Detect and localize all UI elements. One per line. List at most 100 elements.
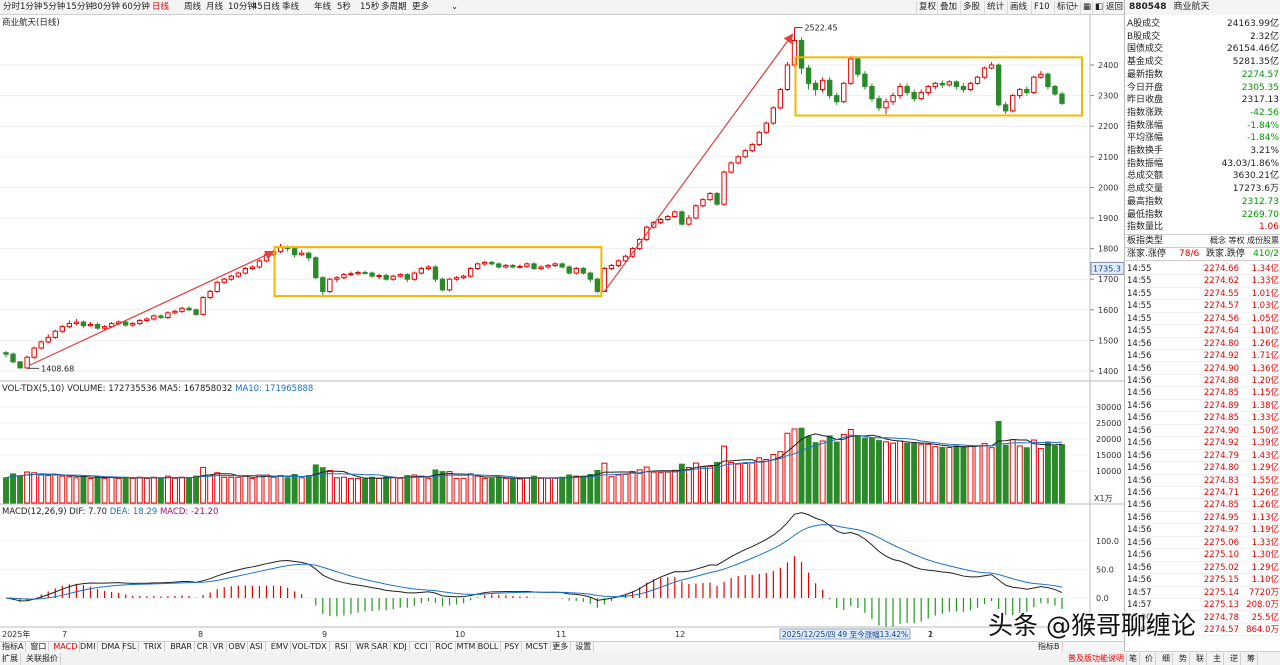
- bottom-tab-0[interactable]: 扩展: [0, 653, 21, 665]
- quote-row: 今日开盘 2305.35: [1125, 82, 1280, 95]
- indicator-b-tab[interactable]: 指标B: [1036, 642, 1063, 652]
- candle-body: [911, 92, 917, 100]
- candle-body: [52, 330, 58, 338]
- toolbar-button-2[interactable]: 多股: [960, 1, 982, 14]
- candle-body: [1045, 73, 1051, 87]
- candle-body: [165, 312, 171, 318]
- bottom-right-button-0[interactable]: 普及版功能说明: [1066, 653, 1127, 665]
- tick-volume: 1.33亿: [1251, 413, 1279, 424]
- timeframe-tab-7[interactable]: 周线: [184, 2, 202, 12]
- indicator-tab-16[interactable]: SAR: [370, 642, 392, 652]
- timeframe-tab-11[interactable]: 季线: [282, 2, 300, 12]
- indicator-tab-15[interactable]: WR: [354, 642, 373, 652]
- indicator-tab-7[interactable]: BRAR: [168, 642, 195, 652]
- bottom-right-button-8[interactable]: 筹: [1245, 653, 1258, 665]
- candle-body: [904, 85, 910, 94]
- volume-bar: [960, 446, 967, 504]
- candle-body: [876, 98, 882, 109]
- chevron-down-icon[interactable]: ⌄: [451, 2, 459, 12]
- y-tick-label: 2100: [1098, 153, 1118, 162]
- toolbar-button-1[interactable]: 叠加: [937, 1, 959, 14]
- volume-bar: [784, 432, 791, 504]
- bottom-right-button-3[interactable]: 细: [1160, 653, 1173, 665]
- indicator-tab-13[interactable]: VOL-TDX: [290, 642, 330, 652]
- timeframe-tab-16[interactable]: 更多: [412, 2, 430, 12]
- timeframe-tab-13[interactable]: 5秒: [337, 2, 351, 12]
- plus-icon[interactable]: ＋: [1068, 1, 1082, 14]
- sector-value[interactable]: 概念 等权 成份股票: [1209, 235, 1279, 245]
- indicator-tab-10[interactable]: OBV: [226, 642, 249, 652]
- timeframe-tab-14[interactable]: 15秒: [360, 2, 380, 12]
- indicator-tab-21[interactable]: BOLL: [476, 642, 502, 652]
- indicator-tab-5[interactable]: FSL: [120, 642, 140, 652]
- volume-bar: [777, 451, 784, 504]
- indicator-tab-3[interactable]: DMI: [78, 642, 99, 652]
- bottom-right-button-2[interactable]: 价: [1143, 653, 1156, 665]
- timeframe-tab-12[interactable]: 年线: [314, 2, 332, 12]
- toolbar-button-5[interactable]: F10: [1031, 1, 1052, 14]
- indicator-tab-9[interactable]: VR: [211, 642, 227, 652]
- indicator-tab-18[interactable]: CCI: [412, 642, 431, 652]
- indicator-tab-20[interactable]: MTM: [455, 642, 479, 652]
- tick-volume: 1.38亿: [1251, 400, 1279, 411]
- timeframe-tab-8[interactable]: 月线: [206, 2, 224, 12]
- date-annotation: 2025/12/25/四 49 至今涨幅13.42%: [782, 629, 908, 639]
- indicator-tab-1[interactable]: 窗口: [28, 642, 50, 652]
- bottom-right-button-5[interactable]: 联: [1194, 653, 1207, 665]
- candle-body: [1002, 104, 1009, 112]
- indicator-tab-11[interactable]: ASI: [248, 642, 266, 652]
- indicator-tab-24[interactable]: 更多: [550, 642, 572, 652]
- indicator-tab-2[interactable]: MACD: [51, 642, 81, 652]
- indicator-tab-19[interactable]: ROC: [433, 642, 456, 652]
- candle-body: [306, 252, 312, 259]
- timeframe-tab-3[interactable]: 15分钟: [66, 2, 94, 12]
- tick-price: 2274.88: [1203, 375, 1239, 386]
- indicator-tab-6[interactable]: TRIX: [142, 642, 165, 652]
- candle-body: [59, 326, 66, 332]
- return-button[interactable]: 返回: [1103, 1, 1125, 14]
- timeframe-tab-9[interactable]: 10分钟: [228, 2, 256, 12]
- candle-body: [298, 252, 305, 256]
- indicator-tab-23[interactable]: MCST: [524, 642, 552, 652]
- indicator-tab-17[interactable]: KDJ: [391, 642, 410, 652]
- volume-bar: [566, 474, 573, 504]
- volume-bar: [615, 474, 622, 504]
- indicator-tab-22[interactable]: PSY: [502, 642, 523, 652]
- indicator-tab-25[interactable]: 设置: [573, 642, 595, 652]
- macd-indicator-name: MACD(12,26,9): [2, 507, 67, 517]
- timeframe-tab-1[interactable]: 1分钟: [20, 2, 43, 12]
- indicator-tab-0[interactable]: 指标A: [0, 642, 27, 652]
- back-icon[interactable]: ◧: [1092, 1, 1105, 14]
- timeframe-tab-10[interactable]: 45日线: [252, 2, 280, 12]
- volume-bar: [319, 467, 326, 504]
- indicator-tab-12[interactable]: EMV: [269, 642, 292, 652]
- timeframe-tab-6[interactable]: 日线: [152, 2, 170, 12]
- toolbar-button-4[interactable]: 画线: [1007, 1, 1029, 14]
- timeframe-tab-4[interactable]: 30分钟: [92, 2, 120, 12]
- chart-area[interactable]: 2400 2300 2200 2100 2000 1900 1800 1700 1600 1500…: [0, 15, 1125, 651]
- tick-time: 14:56: [1127, 388, 1152, 399]
- dea-value: DEA: 18.29: [109, 507, 158, 517]
- tick-volume: 7720万: [1248, 587, 1279, 598]
- kline-chart[interactable]: 2400 2300 2200 2100 2000 1900 1800 1700 1600 1500…: [0, 15, 1125, 651]
- bottom-tab-1[interactable]: 关联报价: [24, 653, 61, 665]
- bottom-right-button-6[interactable]: 主: [1211, 653, 1224, 665]
- bottom-right-button-7[interactable]: 逆: [1228, 653, 1241, 665]
- toolbar-button-6[interactable]: 标记: [1054, 1, 1076, 14]
- timeframe-tab-2[interactable]: 5分钟: [43, 2, 66, 12]
- candle-body: [918, 92, 924, 100]
- indicator-tab-4[interactable]: DMA: [99, 642, 123, 652]
- tick-volume: 1.26亿: [1251, 500, 1279, 511]
- indicator-tab-8[interactable]: CR: [195, 642, 211, 652]
- candle-body: [1038, 73, 1044, 78]
- toolbar-button-0[interactable]: 复权: [916, 1, 938, 14]
- indicator-tab-14[interactable]: RSI: [333, 642, 351, 652]
- timeframe-tab-15[interactable]: 多周期: [381, 2, 407, 12]
- bottom-right-button-1[interactable]: 笔: [1127, 653, 1140, 665]
- grid-icon[interactable]: ▦: [1080, 1, 1093, 14]
- toolbar-button-3[interactable]: 统计: [984, 1, 1006, 14]
- timeframe-tab-0[interactable]: 分时: [3, 2, 21, 12]
- symbol-header: 880548 商业航天: [1124, 0, 1280, 15]
- bottom-right-button-4[interactable]: 势: [1177, 653, 1190, 665]
- timeframe-tab-5[interactable]: 60分钟: [122, 2, 150, 12]
